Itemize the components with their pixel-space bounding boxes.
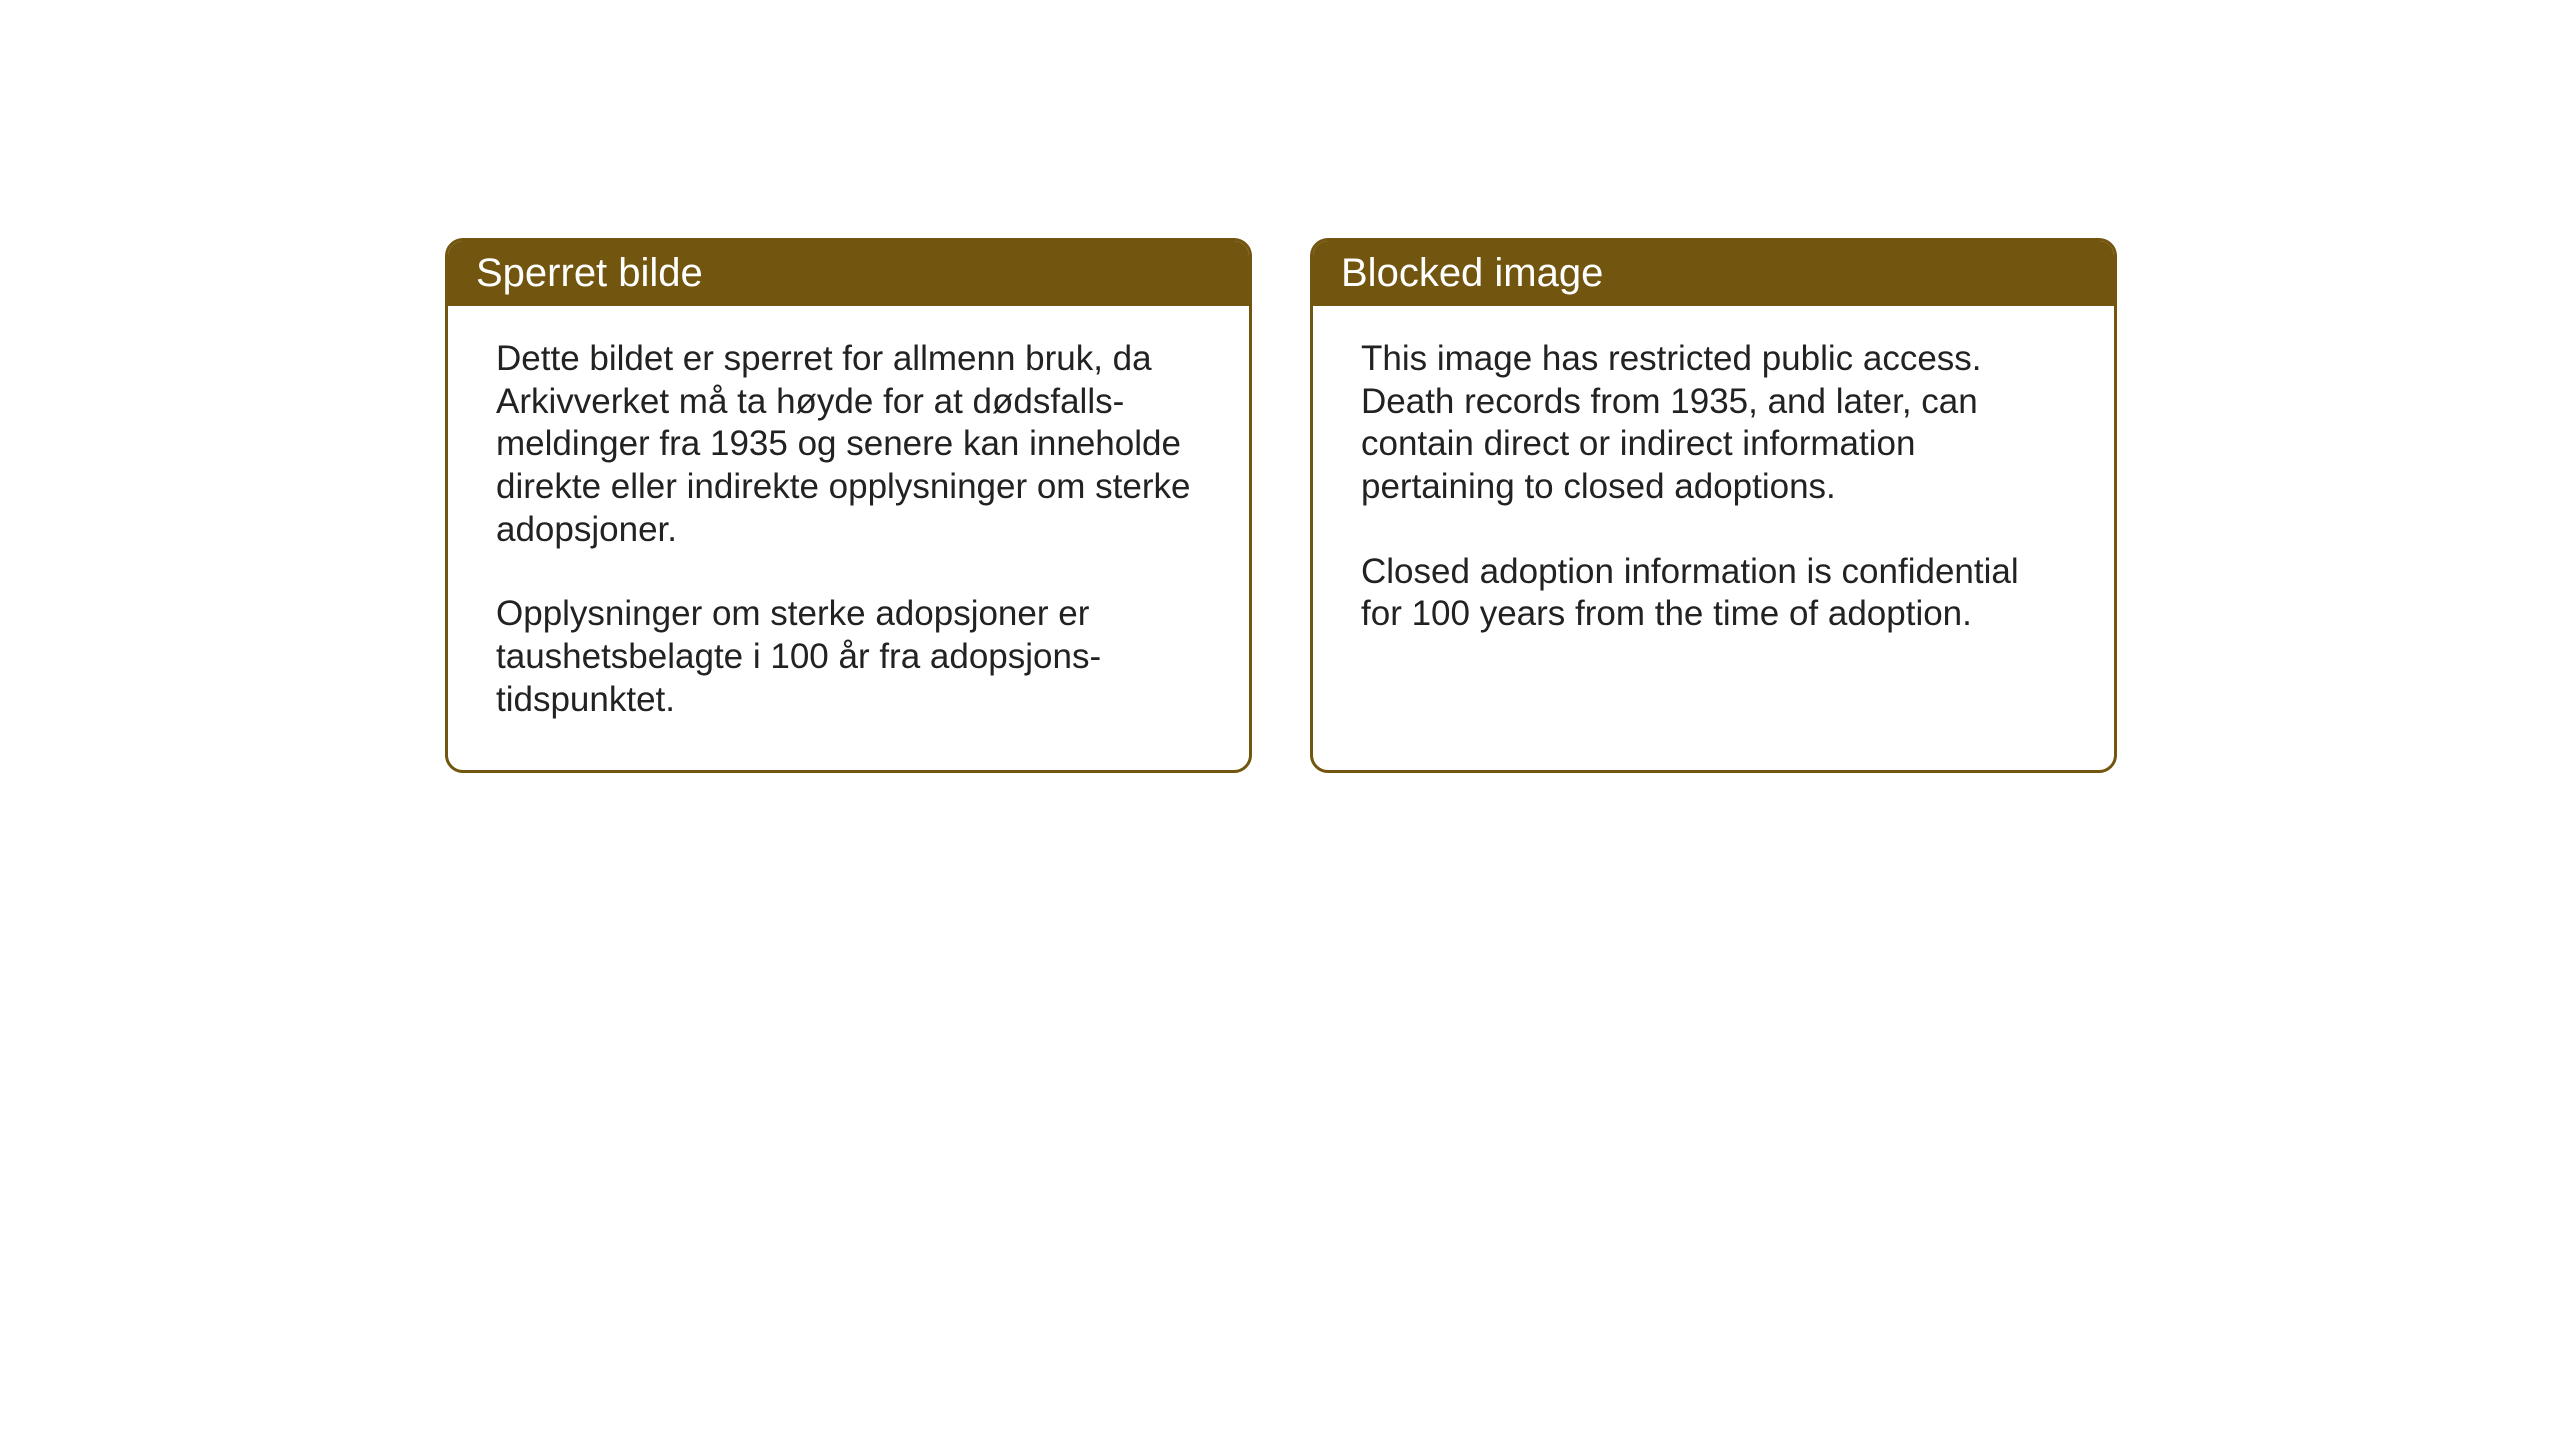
- english-card-header: Blocked image: [1313, 241, 2114, 306]
- english-notice-card: Blocked image This image has restricted …: [1310, 238, 2117, 773]
- norwegian-paragraph-1: Dette bildet er sperret for allmenn bruk…: [496, 338, 1201, 551]
- notice-container: Sperret bilde Dette bildet er sperret fo…: [445, 238, 2117, 773]
- norwegian-notice-card: Sperret bilde Dette bildet er sperret fo…: [445, 238, 1252, 773]
- english-title: Blocked image: [1341, 251, 1603, 295]
- norwegian-card-body: Dette bildet er sperret for allmenn bruk…: [448, 306, 1249, 770]
- norwegian-card-header: Sperret bilde: [448, 241, 1249, 306]
- english-card-body: This image has restricted public access.…: [1313, 306, 2114, 716]
- english-paragraph-2: Closed adoption information is confident…: [1361, 551, 2066, 636]
- english-paragraph-1: This image has restricted public access.…: [1361, 338, 2066, 509]
- norwegian-paragraph-2: Opplysninger om sterke adopsjoner er tau…: [496, 593, 1201, 721]
- norwegian-title: Sperret bilde: [476, 251, 703, 295]
